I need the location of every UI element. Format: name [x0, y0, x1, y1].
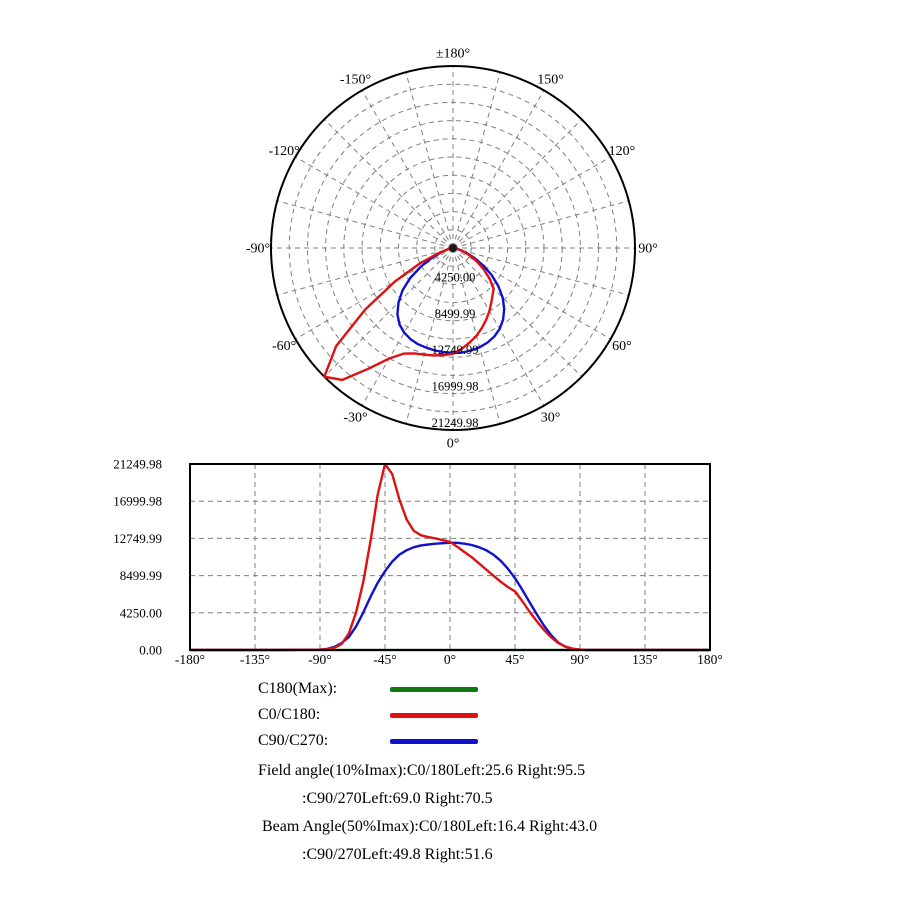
svg-text:150°: 150° [537, 73, 564, 88]
polar-curve-C90/C270 [396, 246, 506, 355]
svg-text:12749.99: 12749.99 [432, 343, 479, 357]
polar-center-dot [449, 244, 457, 252]
svg-text:-60°: -60° [272, 339, 296, 354]
polar-ring-labels: 4250.00 8499.99 12749.99 16999.98 21249.98 [432, 270, 479, 430]
polar-angle-labels: ±180° -150° 150° -120° 120° -90° 90° -60° 60° -30… [246, 48, 658, 452]
svg-text:-180°: -180° [175, 652, 205, 667]
svg-text:-135°: -135° [240, 652, 270, 667]
legend-line-green-icon [390, 686, 478, 692]
legend-item-c90c270: C90/C270: [258, 728, 478, 754]
svg-text:8499.99: 8499.99 [435, 307, 476, 321]
polar-grid-rings [270, 65, 636, 431]
svg-text:-120°: -120° [268, 144, 299, 159]
svg-text:60°: 60° [612, 339, 632, 354]
polar-intensity-distribution-chart: 4250.008499.9912749.9916999.9821249.98±1… [246, 48, 658, 452]
y-axis-labels: 0.00 4250.00 8499.99 12749.99 16999.98 21249.… [113, 457, 162, 658]
svg-text:4250.00: 4250.00 [435, 270, 476, 284]
svg-text:21249.98: 21249.98 [113, 457, 162, 472]
legend-item-c180max: C180(Max): [258, 676, 478, 702]
curve-C0/C180 [190, 462, 710, 652]
cartesian-grid [190, 464, 710, 650]
beam-angle-c90-line: :C90/270Left:49.8 Right:51.6 [302, 846, 493, 863]
svg-text:180°: 180° [697, 652, 723, 667]
legend-line-red-icon [390, 712, 478, 718]
svg-text:16999.98: 16999.98 [432, 380, 479, 394]
x-axis-labels: -180° -135° -90° -45° 0° 45° 90° 135° 180° [175, 652, 723, 667]
svg-text:30°: 30° [541, 410, 561, 425]
svg-text:135°: 135° [632, 652, 658, 667]
svg-text:±180°: ±180° [436, 48, 470, 62]
beam-angle-c0-line: Beam Angle(50%Imax):C0/180Left:16.4 Righ… [262, 818, 598, 835]
svg-text:0°: 0° [447, 437, 460, 452]
svg-text:-90°: -90° [246, 242, 270, 257]
svg-text:4250.00: 4250.00 [120, 605, 162, 620]
svg-text:-150°: -150° [340, 73, 371, 88]
svg-text:16999.98: 16999.98 [113, 494, 162, 509]
svg-text:120°: 120° [609, 144, 636, 159]
svg-text:90°: 90° [571, 652, 590, 667]
beam-field-angle-notes: Field angle(10%Imax):C0/180Left:25.6 Rig… [258, 757, 597, 869]
legend-label-c0c180: C0/C180: [258, 706, 321, 723]
polar-curve-C0/C180 [323, 246, 495, 382]
cartesian-intensity-distribution-chart: -180° -135° -90° -45° 0° 45° 90° 135° 180° 0.00 42… [113, 457, 723, 668]
legend-item-c0c180: C0/C180: [258, 702, 478, 728]
svg-text:0°: 0° [444, 652, 456, 667]
field-angle-c90-line: :C90/270Left:69.0 Right:70.5 [302, 790, 493, 807]
svg-text:-45°: -45° [373, 652, 396, 667]
svg-text:-90°: -90° [308, 652, 331, 667]
legend-label-c180max: C180(Max): [258, 680, 338, 697]
legend-label-c90c270: C90/C270: [258, 732, 329, 749]
legend-line-blue-icon [390, 738, 478, 744]
svg-text:45°: 45° [506, 652, 525, 667]
field-angle-c0-line: Field angle(10%Imax):C0/180Left:25.6 Rig… [258, 762, 586, 779]
svg-text:8499.99: 8499.99 [120, 568, 162, 583]
svg-text:12749.99: 12749.99 [113, 531, 162, 546]
svg-text:90°: 90° [638, 242, 658, 257]
cartesian-plot-frame [189, 463, 711, 651]
svg-text:21249.98: 21249.98 [432, 416, 479, 430]
legend: C180(Max): C0/C180: C90/C270: [258, 676, 478, 754]
svg-text:-30°: -30° [343, 410, 367, 425]
svg-text:0.00: 0.00 [139, 643, 162, 658]
